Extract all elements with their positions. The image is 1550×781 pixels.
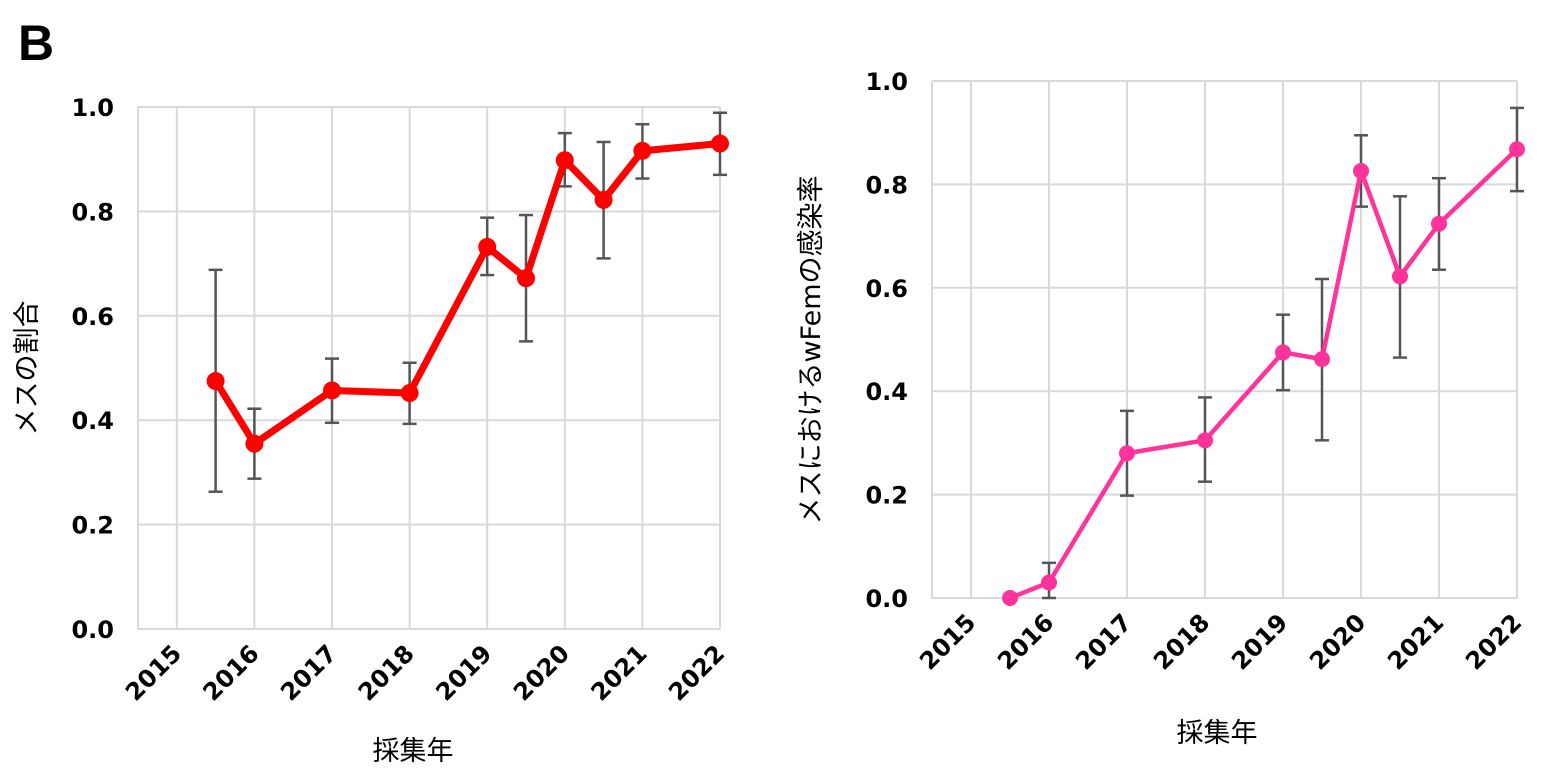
x-tick-label: 2020 [508,639,575,706]
data-point [555,151,574,170]
x-axis-label: 採集年 [1177,718,1258,749]
data-point [1392,268,1408,285]
y-tick-label: 1.0 [865,68,908,96]
x-tick-label: 2021 [586,639,653,706]
data-point [245,434,264,453]
x-tick-label: 2015 [914,608,981,675]
y-tick-label: 0.2 [865,482,908,510]
y-tick-label: 1.0 [71,94,114,122]
x-tick-label: 2019 [430,639,497,706]
data-point [517,269,535,288]
y-axis-label: メスの割合 [12,301,43,436]
data-point [1509,141,1525,158]
y-tick-label: 0.2 [71,512,114,540]
x-tick-label: 2022 [1460,608,1527,675]
data-point [1314,351,1330,368]
data-point [594,190,613,209]
y-tick-label: 0.0 [865,585,908,613]
y-tick-label: 0.6 [71,303,114,331]
data-point [478,237,497,256]
y-tick-label: 0.4 [71,407,114,435]
data-point [400,384,419,403]
data-point [1002,590,1018,606]
data-point [1041,574,1057,591]
x-tick-label: 2022 [663,639,730,706]
x-axis-label: 採集年 [373,736,454,767]
panel-label: B [18,15,55,71]
data-point [633,141,652,160]
x-tick-label: 2019 [1226,608,1293,675]
x-tick-label: 2021 [1382,608,1449,675]
y-axis-label: メスにおけるwFemの感染率 [796,175,827,524]
data-point [1119,445,1135,462]
x-tick-label: 2018 [353,639,420,706]
x-tick-label: 2016 [198,639,265,706]
x-tick-label: 2020 [1304,608,1371,675]
series-line [1007,146,1520,601]
data-point [1197,432,1213,449]
x-tick-label: 2016 [992,608,1059,675]
data-point [1353,162,1369,179]
y-tick-label: 0.0 [71,616,114,644]
y-tick-label: 0.6 [865,275,908,303]
data-point [323,381,341,400]
x-tick-label: 2017 [1070,608,1137,675]
data-point [206,372,225,391]
x-tick-label: 2018 [1148,608,1215,675]
y-tick-label: 0.8 [865,171,908,199]
data-point [711,134,729,153]
y-tick-label: 0.8 [71,198,114,226]
data-point [1431,215,1447,232]
data-point [1275,344,1291,361]
series-line [212,140,724,448]
x-tick-label: 2017 [275,639,342,706]
y-tick-label: 0.4 [865,378,908,406]
x-tick-label: 2015 [120,639,187,706]
